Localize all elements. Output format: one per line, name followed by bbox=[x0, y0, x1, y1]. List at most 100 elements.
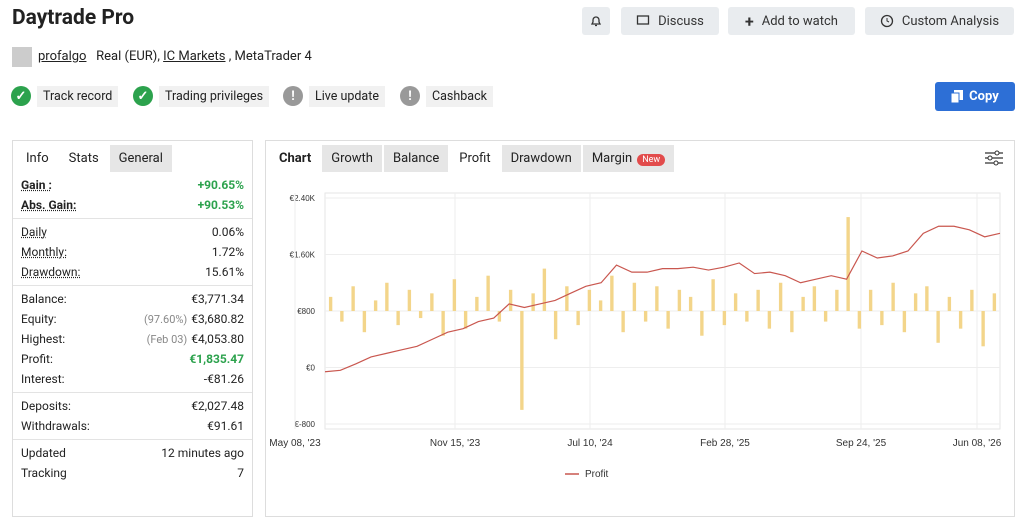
stats-value: €91.61 bbox=[207, 419, 244, 433]
stats-group: Gain : +90.65% Abs. Gain: +90.53% bbox=[13, 172, 252, 219]
stats-label: Interest: bbox=[21, 372, 65, 386]
avatar bbox=[12, 47, 32, 67]
chart-tab[interactable]: Profit bbox=[450, 145, 500, 172]
chart-tab[interactable]: Drawdown bbox=[501, 145, 581, 172]
account-type: Real (EUR), bbox=[96, 49, 160, 64]
chart-tab[interactable]: Growth bbox=[322, 145, 382, 172]
stats-row: Highest: (Feb 03) €4,053.80 bbox=[13, 329, 252, 349]
y-tick-label: €2.40K bbox=[290, 194, 316, 203]
badge: ! Cashback bbox=[400, 85, 493, 107]
stats-note: (Feb 03) bbox=[146, 333, 188, 346]
stats-group: Balance: €3,771.34 Equity: (97.60%) €3,680.8… bbox=[13, 286, 252, 393]
bar bbox=[396, 311, 400, 326]
stats-label: Abs. Gain: bbox=[21, 198, 77, 212]
stats-row: Drawdown: 15.61% bbox=[13, 262, 252, 282]
analysis-button[interactable]: Custom Analysis bbox=[865, 7, 1014, 35]
new-badge: New bbox=[637, 154, 666, 166]
stats-value-wrap: 0.06% bbox=[212, 225, 244, 239]
stats-label: Monthly: bbox=[21, 245, 67, 259]
copy-button[interactable]: Copy bbox=[935, 82, 1015, 111]
stats-value-wrap: €2,027.48 bbox=[191, 399, 244, 413]
bar bbox=[418, 311, 423, 319]
badge-label: Trading privileges bbox=[159, 85, 270, 107]
x-tick-label: Nov 15, '23 bbox=[430, 438, 481, 449]
stats-value-wrap: 12 minutes ago bbox=[161, 446, 244, 460]
stats-value-wrap: 15.61% bbox=[205, 265, 244, 279]
stats-value-wrap: +90.65% bbox=[198, 178, 244, 192]
bar bbox=[947, 296, 952, 311]
bar bbox=[610, 275, 614, 311]
bar bbox=[790, 311, 794, 333]
title: Daytrade Pro bbox=[12, 6, 135, 30]
stats-value-wrap: €1,835.47 bbox=[189, 352, 244, 366]
stats-tab[interactable]: Stats bbox=[59, 145, 108, 172]
stats-note: (97.60%) bbox=[143, 313, 188, 326]
bell-button[interactable] bbox=[582, 7, 610, 35]
y-tick-label: €0 bbox=[306, 364, 315, 373]
chart-tab[interactable]: Chart bbox=[270, 145, 321, 172]
stats-value-wrap: €91.61 bbox=[207, 419, 244, 433]
bar bbox=[643, 311, 648, 322]
chart-tabs: Chart Growth Balance Profit Drawdown Margin Ne… bbox=[266, 141, 1014, 172]
bar bbox=[385, 282, 389, 311]
bar bbox=[632, 282, 637, 311]
stats-tab[interactable]: General bbox=[109, 145, 172, 172]
bar bbox=[891, 282, 895, 311]
chart-panel: Chart Growth Balance Profit Drawdown Margin Ne… bbox=[265, 140, 1015, 517]
discuss-button[interactable]: Discuss bbox=[621, 7, 719, 35]
stats-value: €3,680.82 bbox=[191, 312, 244, 326]
x-tick-label: Feb 28, '25 bbox=[700, 438, 750, 449]
stats-row: Updated 12 minutes ago bbox=[13, 443, 252, 463]
stats-tab[interactable]: Info bbox=[17, 145, 58, 172]
bar bbox=[700, 311, 704, 336]
bar bbox=[936, 311, 940, 343]
stats-panel: Info Stats General Gain : +90.65% Abs. Gain:… bbox=[12, 140, 253, 517]
stats-label: Updated bbox=[21, 446, 66, 460]
bar bbox=[486, 275, 490, 311]
stats-row: Balance: €3,771.34 bbox=[13, 289, 252, 309]
bar bbox=[981, 311, 985, 347]
bar bbox=[463, 311, 468, 329]
label: Custom Analysis bbox=[901, 13, 1000, 29]
bar bbox=[722, 311, 727, 326]
stats-value: 12 minutes ago bbox=[161, 446, 244, 460]
stats-row: Monthly: 1.72% bbox=[13, 242, 252, 262]
stats-label: Tracking bbox=[21, 466, 67, 480]
bar bbox=[812, 286, 817, 311]
bar bbox=[441, 311, 445, 336]
stats-value-wrap: +90.53% bbox=[198, 198, 244, 212]
bar bbox=[362, 311, 367, 333]
bar bbox=[407, 289, 412, 311]
stats-value-wrap: 7 bbox=[237, 466, 244, 480]
bar bbox=[778, 282, 783, 311]
user-link[interactable]: profalgo bbox=[38, 49, 87, 64]
badge-label: Cashback bbox=[426, 85, 493, 107]
stats-value: €1,835.47 bbox=[189, 352, 244, 366]
bar bbox=[823, 311, 828, 322]
broker-link[interactable]: IC Markets bbox=[163, 49, 226, 64]
stats-value: -€81.26 bbox=[203, 372, 244, 386]
stats-row: Daily 0.06% bbox=[13, 222, 252, 242]
stats-row: Interest: -€81.26 bbox=[13, 369, 252, 389]
bar bbox=[542, 268, 547, 311]
bar bbox=[373, 300, 378, 311]
stats-tabs: Info Stats General bbox=[13, 141, 252, 172]
stats-group: Daily 0.06% Monthly: 1.72% Drawdown: 15.61% bbox=[13, 219, 252, 286]
stats-row: Withdrawals: €91.61 bbox=[13, 416, 252, 436]
settings-icon[interactable] bbox=[984, 149, 1004, 167]
stats-row: Deposits: €2,027.48 bbox=[13, 396, 252, 416]
chart-tab[interactable]: Margin New bbox=[582, 145, 675, 172]
bar bbox=[992, 293, 997, 311]
stats-row: Equity: (97.60%) €3,680.82 bbox=[13, 309, 252, 329]
stats-label: Highest: bbox=[21, 332, 66, 346]
platform: , MetaTrader 4 bbox=[228, 49, 312, 64]
watch-button[interactable]: + Add to watch bbox=[728, 7, 855, 35]
account-line: profalgo Real (EUR), IC Markets , MetaTr… bbox=[38, 49, 312, 64]
stats-row: Gain : +90.65% bbox=[13, 175, 252, 195]
stats-label: Drawdown: bbox=[21, 265, 81, 279]
bar bbox=[598, 300, 603, 311]
chart-tab[interactable]: Balance bbox=[383, 145, 449, 172]
bar bbox=[711, 279, 715, 311]
bar bbox=[497, 311, 502, 322]
label: Copy bbox=[969, 89, 999, 104]
